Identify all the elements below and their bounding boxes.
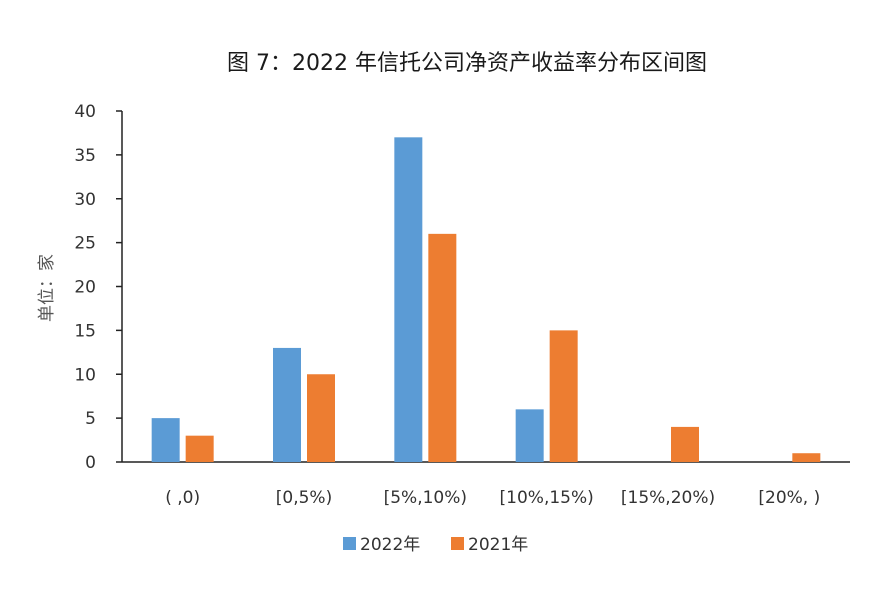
bar-2021年-[5%,10%)	[428, 233, 457, 462]
y-tick-label: 20	[74, 278, 96, 298]
bar-2021年-[20%, )	[792, 453, 821, 462]
bar-2021年-( ,0)	[185, 435, 214, 462]
bar-2021年-[15%,20%)	[671, 426, 699, 462]
legend-label: 2022年	[360, 535, 420, 555]
bar-2022年-[10%,15%)	[515, 409, 544, 462]
bar-2021年-[0,5%)	[307, 374, 335, 462]
legend: 2022年 2021年	[343, 535, 528, 555]
x-tick-label: [5%,10%)	[384, 488, 467, 508]
y-axis: 0 5 10 15 20 25 30 35 40	[74, 102, 123, 473]
y-tick-label: 0	[85, 453, 96, 473]
y-tick-label: 25	[74, 234, 96, 254]
bar-2021年-[10%,15%)	[549, 330, 578, 462]
bar-2022年-( ,0)	[151, 418, 180, 462]
x-tick-label: [0,5%)	[276, 488, 332, 508]
x-tick-label: [10%,15%)	[500, 488, 594, 508]
x-tick-label: [15%,20%)	[621, 488, 715, 508]
y-tick-label: 30	[74, 190, 96, 210]
legend-swatch	[343, 537, 356, 550]
x-tick-label: ( ,0)	[165, 488, 200, 508]
x-tick-label: [20%, )	[758, 488, 820, 508]
legend-swatch	[451, 537, 464, 550]
bars	[151, 137, 821, 462]
y-axis-label: 单位：家	[37, 254, 57, 322]
legend-label: 2021年	[468, 535, 528, 555]
y-tick-label: 35	[74, 146, 96, 166]
x-axis: ( ,0) [0,5%) [5%,10%) [10%,15%) [15%,20%) [20…	[122, 461, 850, 508]
bar-2022年-[5%,10%)	[394, 137, 423, 462]
bar-2022年-[0,5%)	[273, 347, 301, 462]
y-tick-label: 5	[85, 409, 96, 429]
y-tick-label: 10	[74, 365, 96, 385]
y-tick-label: 40	[74, 102, 96, 122]
chart-title: 图 7：2022 年信托公司净资产收益率分布区间图	[227, 51, 707, 76]
y-tick-label: 15	[74, 321, 96, 341]
